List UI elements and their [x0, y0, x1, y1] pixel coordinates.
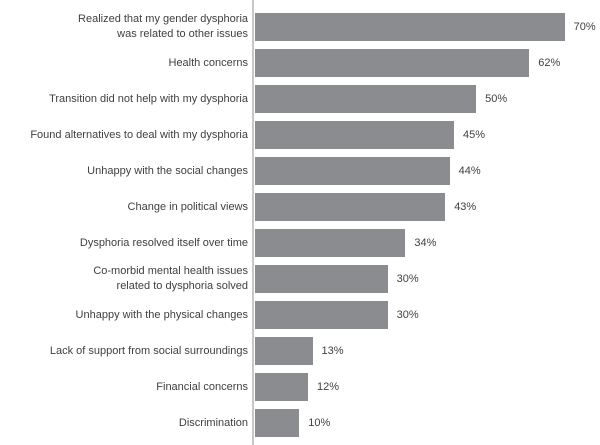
bar-area: 44% [255, 157, 600, 185]
bar-area: 62% [255, 49, 600, 77]
category-label: Co-morbid mental health issues related t… [93, 265, 248, 292]
value-label: 13% [321, 345, 344, 357]
bar-area: 30% [255, 265, 600, 293]
chart-row: Unhappy with the physical changes 30% [0, 297, 600, 333]
bar [255, 193, 446, 221]
bar-area: 34% [255, 229, 600, 257]
bar [255, 49, 530, 77]
chart-row: Co-morbid mental health issues related t… [0, 261, 600, 297]
category-label: Unhappy with the physical changes [75, 308, 248, 321]
bar-area: 50% [255, 85, 600, 113]
category-label: Discrimination [178, 416, 248, 429]
chart-row: Financial concerns 12% [0, 369, 600, 405]
chart-row: Change in political views 43% [0, 189, 600, 225]
bar [255, 229, 406, 257]
bar-area: 45% [255, 121, 600, 149]
value-label: 10% [308, 417, 331, 429]
chart-row: Discrimination 10% [0, 405, 600, 441]
category-label: Transition did not help with my dysphori… [49, 92, 248, 105]
bar [255, 265, 388, 293]
value-label: 62% [538, 57, 561, 69]
bar [255, 157, 450, 185]
bar-area: 30% [255, 301, 600, 329]
bar [255, 85, 477, 113]
category-label: Change in political views [127, 200, 248, 213]
category-label: Unhappy with the social changes [87, 164, 248, 177]
value-label: 45% [463, 129, 486, 141]
bar-area: 10% [255, 409, 600, 437]
chart-row: Health concerns 62% [0, 45, 600, 81]
value-label: 30% [396, 273, 419, 285]
value-label: 70% [573, 21, 596, 33]
value-label: 34% [414, 237, 437, 249]
value-label: 44% [458, 165, 481, 177]
bar [255, 337, 313, 365]
category-label: Financial concerns [156, 380, 248, 393]
category-label: Health concerns [168, 56, 249, 69]
bar-area: 43% [255, 193, 600, 221]
bar-area: 70% [255, 13, 600, 41]
bar [255, 409, 300, 437]
bar [255, 13, 565, 41]
category-label: Lack of support from social surroundings [49, 344, 248, 357]
chart-row: Dysphoria resolved itself over time 34% [0, 225, 600, 261]
category-label: Dysphoria resolved itself over time [79, 236, 248, 249]
bar [255, 121, 455, 149]
value-label: 30% [396, 309, 419, 321]
value-label: 43% [454, 201, 477, 213]
chart-row: Lack of support from social surroundings… [0, 333, 600, 369]
value-label: 50% [485, 93, 508, 105]
chart-row: Realized that my gender dysphoria was re… [0, 9, 600, 45]
bar [255, 373, 309, 401]
chart-row: Transition did not help with my dysphori… [0, 81, 600, 117]
bar-area: 13% [255, 337, 600, 365]
value-label: 12% [317, 381, 340, 393]
bar-area: 12% [255, 373, 600, 401]
category-label: Realized that my gender dysphoria was re… [78, 13, 248, 40]
y-axis-line [252, 0, 254, 445]
category-label: Found alternatives to deal with my dysph… [30, 128, 248, 141]
chart-row: Unhappy with the social changes 44% [0, 153, 600, 189]
chart-rows: Realized that my gender dysphoria was re… [0, 9, 600, 441]
chart-row: Found alternatives to deal with my dysph… [0, 117, 600, 153]
bar [255, 301, 388, 329]
